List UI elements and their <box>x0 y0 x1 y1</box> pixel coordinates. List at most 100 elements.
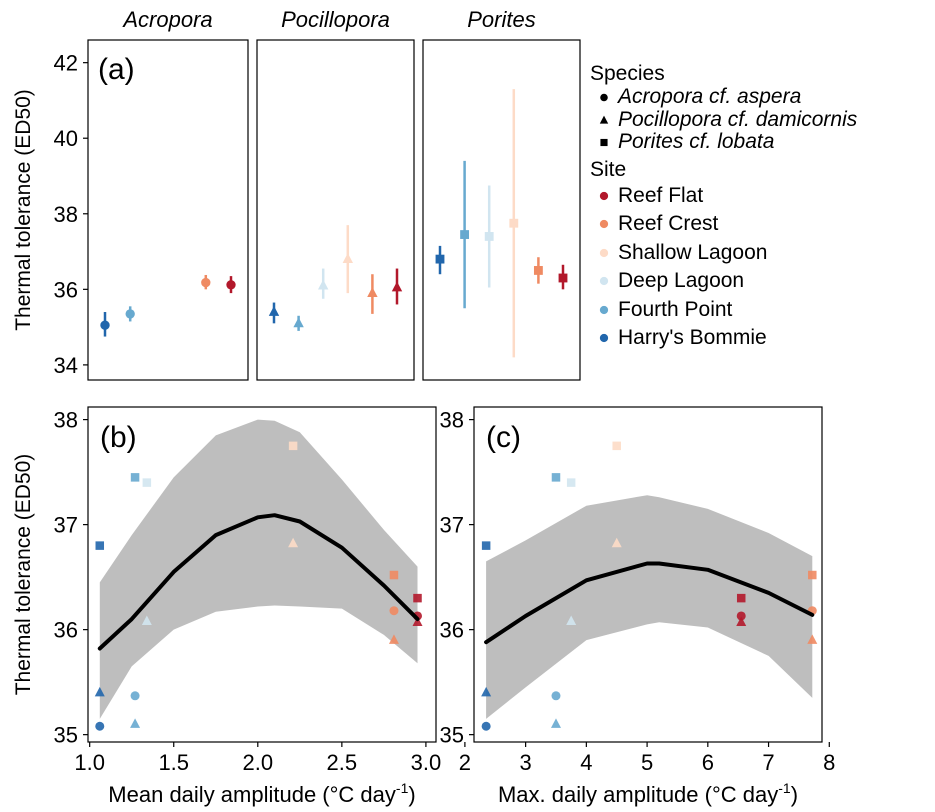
facet-title-porites: Porites <box>467 7 535 32</box>
color-dot-icon <box>590 189 618 203</box>
c-confidence-ribbon <box>486 495 813 719</box>
b-xtick-label: 2.0 <box>243 750 274 775</box>
color-dot-icon <box>590 246 618 260</box>
a-point-pocillopora-reef-flat <box>391 281 403 292</box>
c-point-harry-s-bommie-circle <box>481 721 491 731</box>
b-point-fourth-point-square <box>130 473 140 482</box>
color-dot-icon <box>590 274 618 288</box>
c-point-harry-s-bommie-square <box>481 541 491 550</box>
a-ytick-label: 38 <box>54 202 78 227</box>
legend-label: Harry's Bommie <box>618 326 767 350</box>
b-point-deep-lagoon-triangle <box>141 615 152 625</box>
legend-label: Reef Crest <box>618 212 719 236</box>
legend-marker-reef-flat <box>599 191 609 200</box>
legend-species-title: Species <box>590 62 665 85</box>
b-point-harry-s-bommie-square <box>95 541 105 550</box>
c-point-reef-crest-square <box>808 570 817 580</box>
legend-item-triangle: Pocillopora cf. damicornis <box>590 107 930 132</box>
c-point-deep-lagoon-square <box>566 478 576 487</box>
a-ylabel: Thermal tolerance (ED50) <box>12 89 35 331</box>
legend-item-shallow-lagoon: Shallow Lagoon <box>590 239 930 268</box>
a-point-pocillopora-fourth-point <box>293 317 304 328</box>
color-dot-icon <box>590 303 618 317</box>
b-xlabel: Mean daily amplitude (°C day-1) <box>108 780 415 807</box>
panel-label-b: (b) <box>100 421 137 454</box>
legend-label: Porites cf. lobata <box>618 130 775 154</box>
a-point-pocillopora-deep-lagoon <box>318 279 329 290</box>
legend-species: Acropora cf. aspera Pocillopora cf. damic… <box>590 85 930 154</box>
circle-icon <box>590 90 618 104</box>
c-xlabel: Max. daily amplitude (°C day-1) <box>498 780 798 807</box>
a-point-pocillopora-harry-s-bommie <box>268 306 280 316</box>
legend-item-square: Porites cf. lobata <box>590 130 930 154</box>
c-ytick-label: 35 <box>440 723 464 748</box>
b-ytick-label: 38 <box>54 408 78 433</box>
a-ytick-label: 40 <box>54 126 78 151</box>
c-point-deep-lagoon-triangle <box>566 615 577 625</box>
facet-frame-pocillopora <box>256 39 415 381</box>
a-point-porites-reef-crest <box>533 266 543 275</box>
a-ytick-label: 36 <box>54 277 78 302</box>
a-point-porites-harry-s-bommie <box>435 254 445 264</box>
a-point-acropora-reef-flat <box>226 280 236 290</box>
c-point-shallow-lagoon-square <box>612 441 621 451</box>
c-xtick-label: 3 <box>519 750 531 775</box>
a-point-acropora-harry-s-bommie <box>100 320 110 330</box>
c-ytick-label: 38 <box>440 408 464 433</box>
b-ytick-label: 37 <box>54 513 78 538</box>
c-xtick-label: 4 <box>580 750 592 775</box>
c-xtick-label: 7 <box>762 750 774 775</box>
c-point-shallow-lagoon-triangle <box>611 537 622 548</box>
legend-marker-reef-crest <box>599 220 609 229</box>
c-ytick-label: 37 <box>440 513 464 538</box>
legend-label: Pocillopora cf. damicornis <box>618 107 858 131</box>
b-ytick-label: 35 <box>54 723 78 748</box>
color-dot-icon <box>590 331 618 345</box>
b-point-shallow-lagoon-triangle <box>288 537 299 548</box>
b-point-reef-crest-triangle <box>388 634 399 644</box>
a-point-porites-shallow-lagoon <box>509 218 519 228</box>
legend-sites: Reef Flat Reef Crest Shallow Lagoon Deep La… <box>590 182 930 353</box>
a-ytick-label: 42 <box>54 51 78 76</box>
c-ytick-label: 36 <box>440 618 464 643</box>
a-point-porites-reef-flat <box>558 273 568 283</box>
c-point-reef-flat-triangle <box>736 616 747 627</box>
b-point-shallow-lagoon-square <box>288 441 298 451</box>
a-point-pocillopora-reef-crest <box>367 287 378 298</box>
b-point-reef-crest-square <box>389 570 399 580</box>
legend-item-deep-lagoon: Deep Lagoon <box>590 267 930 296</box>
a-point-porites-fourth-point <box>460 230 470 239</box>
b-point-reef-flat-triangle <box>412 616 423 627</box>
triangle-icon <box>590 113 618 127</box>
b-ylabel: Thermal tolerance (ED50) <box>12 454 35 696</box>
c-xtick-label: 2 <box>459 750 471 775</box>
legend-label: Acropora cf. aspera <box>618 85 802 109</box>
legend-item-fourth-point: Fourth Point <box>590 296 930 325</box>
facet-title-acropora: Acropora <box>121 7 212 32</box>
b-point-deep-lagoon-square <box>142 478 152 487</box>
c-point-harry-s-bommie-triangle <box>481 686 492 697</box>
legend-label: Reef Flat <box>618 183 704 207</box>
legend-marker-deep-lagoon <box>599 277 609 286</box>
legend-marker-circle <box>600 93 608 102</box>
legend-label: Shallow Lagoon <box>618 240 768 264</box>
legend: Species Acropora cf. aspera Pocillopora c… <box>590 62 930 353</box>
legend-marker-harry-s-bommie <box>599 334 609 343</box>
a-point-pocillopora-shallow-lagoon <box>342 253 353 264</box>
legend-label: Deep Lagoon <box>618 269 745 293</box>
b-frame <box>87 406 437 743</box>
legend-item-reef-crest: Reef Crest <box>590 210 930 239</box>
a-ytick-label: 34 <box>54 353 78 378</box>
c-frame <box>473 406 823 743</box>
c-xtick-label: 6 <box>702 750 714 775</box>
b-point-fourth-point-circle <box>130 691 140 701</box>
facet-frame-acropora <box>87 39 249 381</box>
c-fit-line <box>484 561 815 645</box>
b-confidence-ribbon <box>99 419 418 719</box>
b-ytick-label: 36 <box>54 618 78 643</box>
b-xtick-label: 2.5 <box>327 750 358 775</box>
facet-title-pocillopora: Pocillopora <box>281 7 390 32</box>
legend-marker-triangle <box>599 115 609 124</box>
legend-marker-square <box>600 139 608 147</box>
